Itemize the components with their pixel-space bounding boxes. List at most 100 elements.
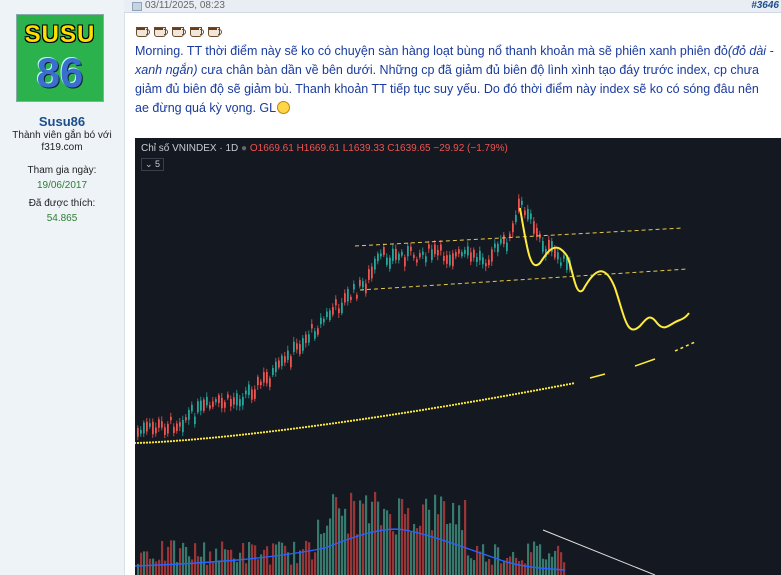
indicator-toggle[interactable]: ⌄ 5	[141, 158, 165, 171]
message-italic: (đỏ dài - xanh ngắn)	[135, 44, 774, 77]
candle-body	[323, 318, 325, 323]
ma200-dot	[493, 396, 497, 399]
candle-body	[377, 253, 379, 262]
ma200-dot	[562, 383, 566, 387]
volume-bar	[365, 495, 368, 575]
channel-top-line	[354, 227, 684, 247]
candle-body	[566, 257, 568, 270]
volume-bar	[347, 533, 350, 575]
volume-bar	[161, 540, 164, 575]
joined-value: 19/06/2017	[36, 180, 88, 191]
volume-bar	[332, 494, 335, 575]
volume-bar	[413, 524, 416, 575]
candle-body	[332, 307, 334, 315]
ma200-dot	[208, 436, 212, 440]
volume-bar	[437, 514, 440, 575]
volume-bar	[434, 494, 437, 575]
ma200-dot	[553, 385, 557, 388]
volume-bar	[155, 561, 158, 575]
ma200-dot	[277, 429, 281, 432]
volume-bar	[272, 543, 275, 575]
volume-bar	[197, 556, 200, 575]
candle-body	[533, 221, 535, 234]
volume-bar	[515, 557, 518, 575]
ma200-dot	[481, 398, 485, 401]
volume-bar	[506, 558, 509, 575]
volume-bar	[302, 549, 305, 575]
candle-body	[524, 210, 526, 216]
ma200-dot	[529, 390, 533, 393]
volume-bar	[389, 514, 392, 575]
avatar[interactable]: SUSU 86	[16, 14, 104, 102]
post-permalink[interactable]: #3646	[751, 0, 779, 11]
volume-bar	[344, 508, 347, 575]
candle-body	[227, 394, 229, 399]
candle-body	[431, 249, 433, 261]
ma200-dot	[229, 434, 233, 437]
ma200-dot	[391, 413, 395, 416]
ma200-dot	[538, 388, 542, 391]
ma200-dot	[193, 438, 197, 441]
candle-body	[527, 208, 529, 220]
chart-low: L1639.33	[342, 143, 385, 154]
candle-body	[314, 331, 316, 339]
vnindex-chart-image[interactable]: Chỉ số VNINDEX · 1D ● O1669.61 H1669.61 …	[135, 138, 781, 575]
volume-bar	[470, 558, 473, 575]
volume-bar	[140, 552, 143, 575]
ma200-dot	[412, 410, 416, 413]
ma200-dot	[199, 437, 203, 440]
volume-bar	[545, 559, 548, 575]
candle-body	[290, 356, 292, 368]
candle-body	[170, 416, 172, 421]
volume-bar	[473, 560, 476, 575]
ma200-dot	[145, 441, 149, 444]
candle-body	[137, 428, 139, 437]
likes-value: 54.865	[46, 213, 78, 224]
candle-body	[386, 257, 388, 265]
ma200-dot	[418, 409, 422, 412]
candle-body	[233, 397, 235, 405]
ma200-dot	[436, 406, 440, 409]
volume-bar	[257, 559, 260, 575]
volume-bar	[323, 532, 326, 575]
volume-bar	[440, 496, 443, 575]
candle-body	[551, 240, 553, 252]
volume-bar	[548, 553, 551, 575]
candle-body	[296, 343, 298, 350]
ma200-dot	[160, 440, 164, 443]
chart-change: −29.92 (−1.79%)	[433, 143, 508, 154]
volume-bar	[521, 560, 524, 575]
candle-body	[230, 399, 232, 407]
volume-bar	[212, 561, 215, 575]
volume-bar	[425, 498, 428, 575]
candle-body	[365, 283, 367, 294]
ma200-dot	[187, 438, 191, 441]
volume-bar	[464, 500, 467, 575]
ma200-dot	[181, 439, 185, 442]
chart-high: H1669.61	[296, 143, 340, 154]
volume-bar	[329, 518, 332, 575]
ma200-dot	[355, 418, 359, 422]
volume-bar	[317, 519, 320, 575]
ma200-dot	[220, 435, 224, 438]
candle-body	[257, 376, 259, 386]
candle-body	[560, 262, 562, 266]
ma200-dot	[523, 391, 527, 394]
username-link[interactable]: Susu86	[38, 114, 86, 129]
post-message: Morning. TT thời điểm này sẽ ko có chuyệ…	[135, 42, 775, 118]
volume-bar	[371, 501, 374, 575]
ma200-dot	[439, 405, 443, 409]
ma200-dot	[163, 440, 167, 443]
volume-bar	[341, 515, 344, 575]
calendar-icon	[132, 2, 142, 11]
volume-bar	[539, 544, 542, 575]
volume-bar	[152, 558, 155, 575]
coffee-cup-icon	[171, 23, 186, 37]
candle-body	[389, 257, 391, 269]
candle-body	[476, 257, 478, 263]
volume-bar	[362, 503, 365, 575]
ma200-dot	[406, 411, 410, 414]
ma200-dot	[421, 408, 425, 411]
volume-bar	[251, 544, 254, 575]
volume-bar	[233, 558, 236, 575]
